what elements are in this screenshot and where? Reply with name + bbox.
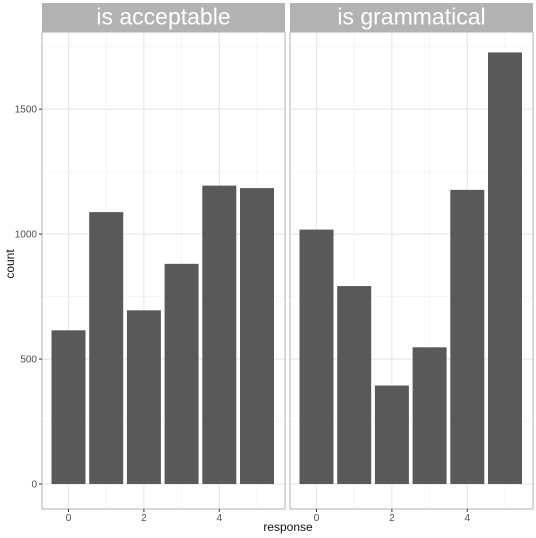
y-tick-label: 1500: [15, 105, 38, 116]
x-tick-label: 4: [465, 513, 471, 524]
chart-panels: is acceptable 0 2 4 0 500 1000 1500 is grammatic…: [15, 3, 534, 524]
bar: [412, 347, 447, 484]
bar: [126, 310, 161, 484]
y-tick-label: 500: [20, 355, 37, 366]
panel-border: [289, 31, 534, 510]
bar: [164, 263, 199, 484]
x-tick-label: 0: [66, 513, 72, 524]
bar: [488, 52, 522, 484]
bar: [337, 286, 372, 484]
y-tick-label: 1000: [15, 230, 38, 241]
x-tick-label: 4: [217, 513, 223, 524]
facet-strip-label: is grammatical: [337, 4, 485, 30]
facet-strip: [42, 3, 285, 32]
facet-strip-label: is acceptable: [96, 4, 230, 30]
bar: [202, 185, 237, 485]
bar: [51, 330, 86, 484]
y-tick-label: 0: [31, 480, 37, 491]
facet-panel-0: is acceptable 0 2 4 0 500 1000 1500: [15, 3, 286, 524]
y-axis-title: count: [3, 249, 17, 279]
panel-border: [41, 31, 286, 510]
x-tick-label: 0: [314, 513, 320, 524]
x-tick-label: 2: [389, 513, 395, 524]
x-tick-label: 2: [141, 513, 147, 524]
facet-panel-1: is grammatical 0 2 4: [289, 3, 534, 524]
bar: [374, 385, 409, 484]
bar: [450, 189, 485, 484]
bar: [240, 188, 274, 484]
bar: [299, 229, 334, 484]
facet-strip: [290, 3, 533, 32]
bar: [89, 212, 124, 484]
x-axis-title: response: [263, 520, 313, 534]
